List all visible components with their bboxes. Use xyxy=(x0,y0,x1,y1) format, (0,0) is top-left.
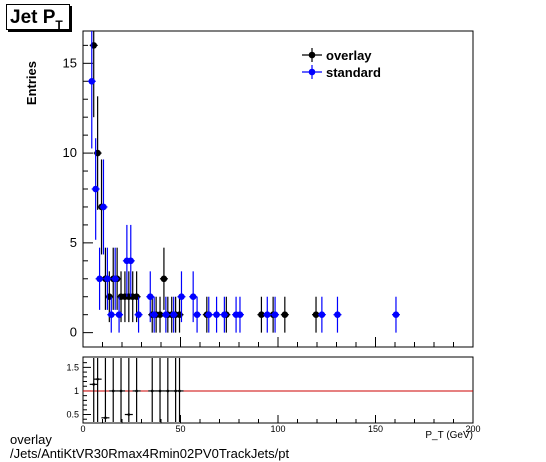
data-point-standard xyxy=(127,257,135,265)
data-point-standard xyxy=(162,311,170,318)
ratio-point xyxy=(104,416,107,420)
ratio-y-tick-label: 1.5 xyxy=(66,362,79,372)
main-y-axis-label: Entries xyxy=(24,61,39,105)
data-point-standard xyxy=(213,311,220,318)
data-point-standard xyxy=(135,311,142,318)
caption-line-2: /Jets/AntiKtVR30Rmax4Rmin02PV0TrackJets/… xyxy=(10,446,290,461)
data-point-standard xyxy=(178,293,185,301)
legend-marker-standard xyxy=(308,68,316,76)
legend-label-standard: standard xyxy=(326,65,381,80)
legend-marker-overlay xyxy=(308,51,316,59)
data-point-standard xyxy=(392,311,400,318)
ratio-point xyxy=(178,389,181,393)
data-point-standard xyxy=(193,311,201,318)
data-point-standard xyxy=(111,275,119,283)
ratio-x-tick-label: 0 xyxy=(80,424,85,434)
data-point-standard xyxy=(146,293,154,301)
data-point-overlay xyxy=(281,311,289,318)
main-y-tick-label: 0 xyxy=(70,325,77,340)
data-point-standard xyxy=(334,311,341,318)
data-point-standard xyxy=(88,77,96,85)
ratio-point xyxy=(150,389,154,393)
ratio-point xyxy=(96,377,99,381)
ratio-x-tick-label: 200 xyxy=(465,424,480,434)
data-point-standard xyxy=(96,275,103,283)
ratio-point xyxy=(166,389,170,393)
ratio-x-tick-label: 150 xyxy=(368,424,383,434)
ratio-point xyxy=(135,389,138,393)
ratio-point xyxy=(111,389,115,393)
main-y-tick-label: 15 xyxy=(63,55,77,70)
data-point-standard xyxy=(318,311,326,318)
ratio-x-axis-label: P_T (GeV) xyxy=(425,430,473,441)
data-point-standard xyxy=(107,311,115,318)
data-point-standard xyxy=(150,311,158,318)
ratio-y-tick-label: 0.5 xyxy=(66,410,79,420)
ratio-point xyxy=(92,383,96,386)
data-point-standard xyxy=(170,311,177,318)
title-box: Jet PT xyxy=(6,4,70,32)
data-point-standard xyxy=(263,311,271,318)
ratio-point xyxy=(158,389,162,393)
caption-line-1: overlay xyxy=(10,432,52,447)
main-y-tick-label: 10 xyxy=(63,145,77,160)
data-point-overlay xyxy=(160,275,168,283)
data-point-standard xyxy=(100,203,107,211)
data-point-overlay xyxy=(156,311,164,318)
main-plot-frame xyxy=(82,30,474,348)
data-point-standard xyxy=(236,311,244,318)
ratio-plot-frame xyxy=(82,356,474,424)
ratio-point xyxy=(127,413,131,416)
title-main: Jet P xyxy=(10,7,56,28)
title-subscript: T xyxy=(55,18,63,32)
data-point-standard xyxy=(92,185,99,193)
data-point-standard xyxy=(189,293,197,301)
data-point-overlay xyxy=(258,311,265,318)
data-point-standard xyxy=(271,311,279,318)
ratio-x-tick-label: 50 xyxy=(175,424,185,434)
data-point-overlay xyxy=(312,311,320,318)
data-point-standard xyxy=(205,311,213,318)
ratio-y-tick-label: 1 xyxy=(74,386,79,396)
data-point-standard xyxy=(115,311,123,318)
ratio-x-tick-label: 100 xyxy=(270,424,285,434)
ratio-point xyxy=(119,389,123,393)
data-point-standard xyxy=(104,275,111,283)
data-point-standard xyxy=(221,311,228,318)
legend-label-overlay: overlay xyxy=(326,48,372,63)
main-y-tick-label: 5 xyxy=(70,235,77,250)
